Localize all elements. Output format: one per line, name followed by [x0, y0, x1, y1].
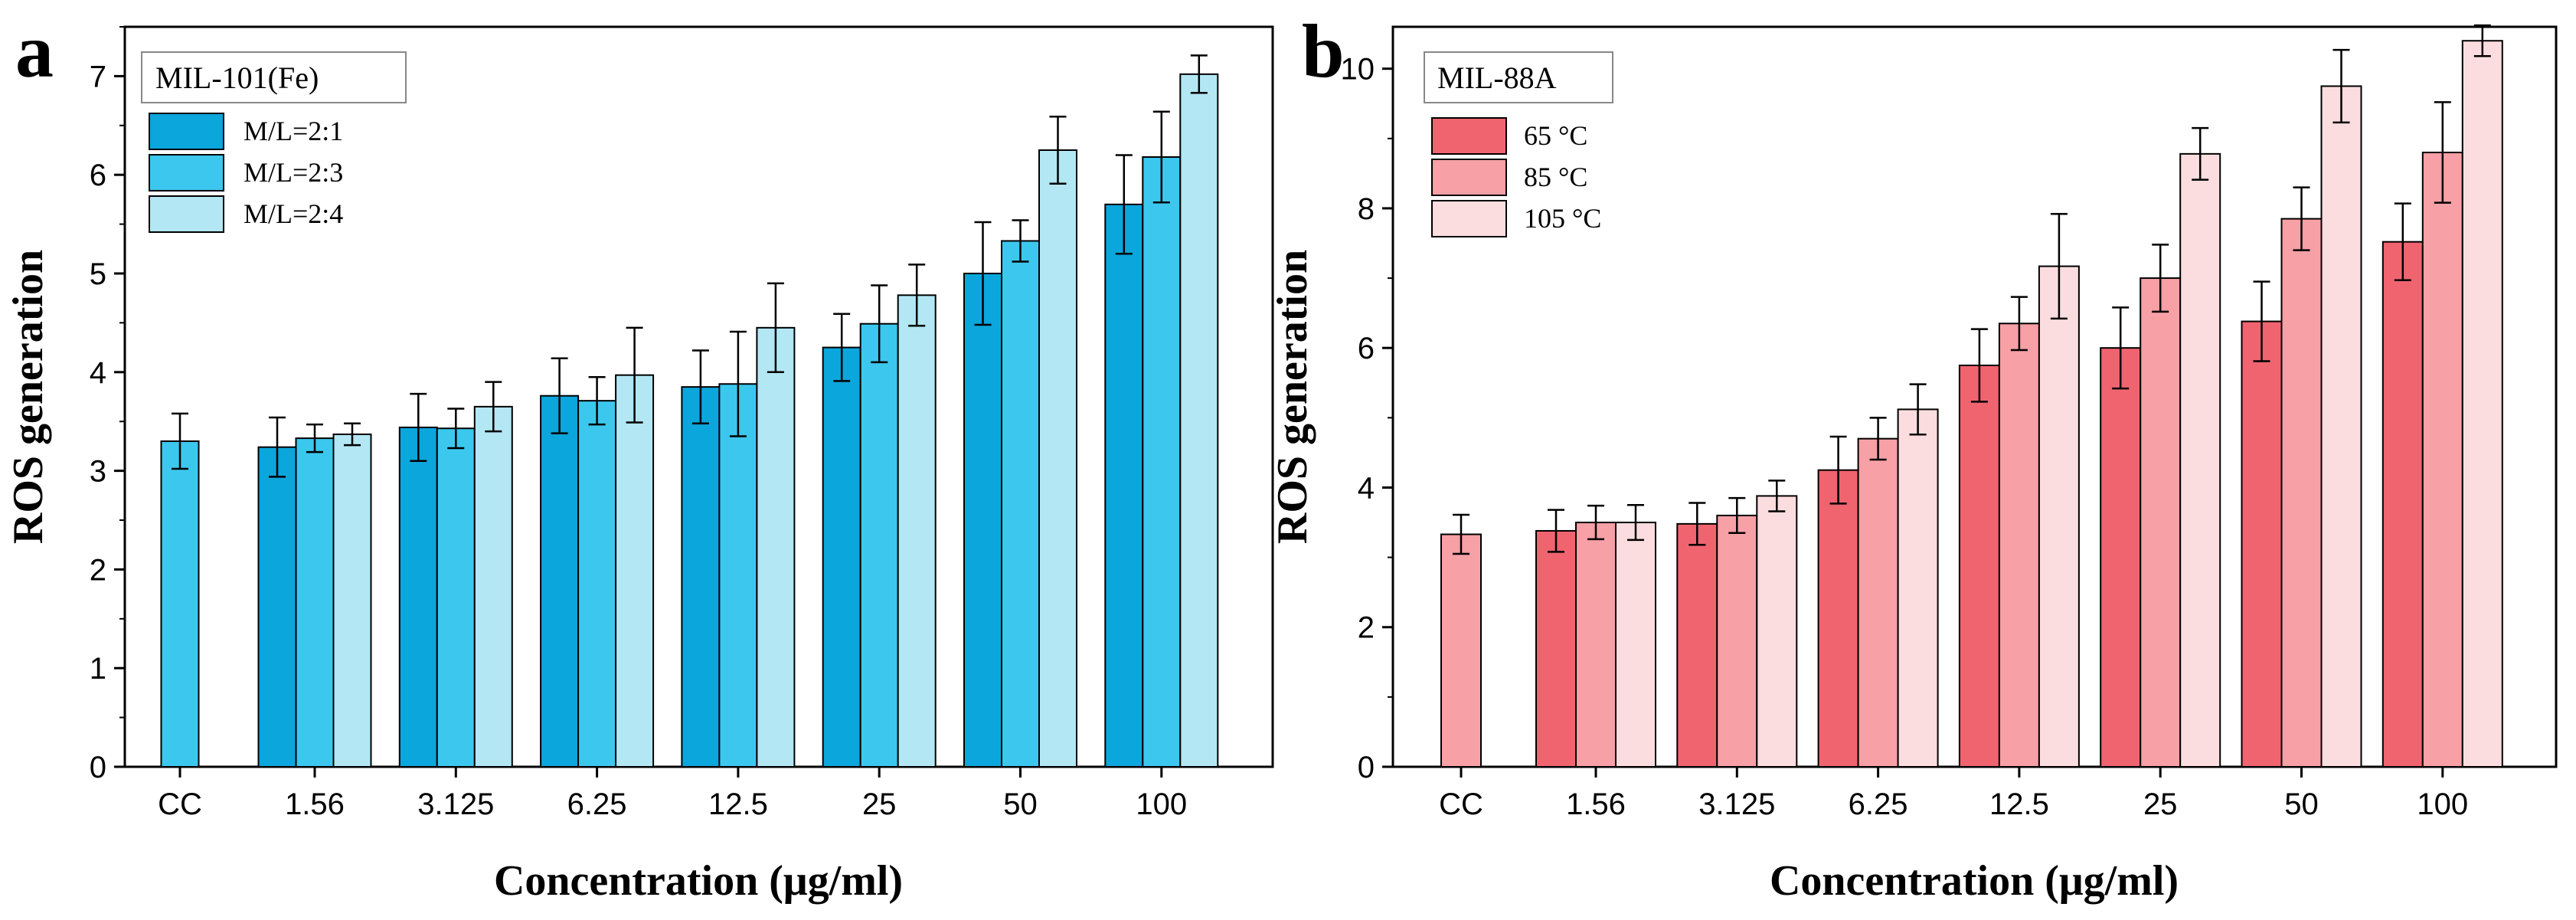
x-tick-label: 1.56: [1566, 787, 1626, 821]
legend-swatch: [1431, 200, 1507, 237]
bar-m-l-2-1: [822, 346, 861, 768]
bar-m-l-2-3: [1001, 240, 1040, 768]
legend-title: MIL-101(Fe): [155, 61, 319, 95]
y-tick-label: 6: [90, 159, 106, 192]
legend-label: 105 °C: [1524, 203, 1601, 234]
x-tick-label: 50: [1003, 787, 1038, 821]
panel-b-chart: b 0 2 4 6 8 10 CC 1.56 3.125 6.25 12.5 25 50 100 MIL-8…: [1269, 8, 2558, 905]
x-tick-label: 25: [2143, 787, 2178, 821]
bar-85-c: [2140, 277, 2182, 768]
bar-m-l-2-4: [756, 326, 796, 768]
y-tick-label: 3: [90, 455, 106, 489]
legend-title: MIL-88A: [1437, 61, 1557, 95]
bar-85-c: [1716, 514, 1758, 768]
legend-swatch: [149, 195, 224, 233]
bar-m-l-2-4: [615, 374, 655, 768]
y-tick-label: 7: [90, 60, 106, 93]
bar-65-c: [1676, 522, 1718, 768]
bar-65-c: [2241, 320, 2283, 768]
bar-control: [1440, 533, 1482, 768]
bar-m-l-2-4: [1179, 73, 1219, 768]
panel-a-letter: a: [15, 8, 54, 93]
bar-85-c: [2280, 218, 2323, 768]
x-tick-label: 3.125: [417, 787, 494, 821]
x-tick-label: 1.56: [285, 787, 345, 821]
x-tick-label: CC: [158, 787, 202, 821]
bar-m-l-2-1: [681, 386, 721, 768]
bar-105-c: [2038, 265, 2080, 768]
bar-m-l-2-4: [332, 433, 372, 768]
bar-65-c: [1535, 529, 1577, 768]
legend-label: 65 °C: [1524, 120, 1587, 151]
y-tick-label: 1: [90, 652, 106, 686]
bar-m-l-2-1: [257, 446, 297, 768]
x-tick-label: 12.5: [1989, 787, 2049, 821]
panel-a-chart: a 0 1 2 3 4 5 6 7 CC 1.56 3.125 6.25 12.5 25 50 100 MIL-…: [5, 8, 1274, 905]
bar-m-l-2-3: [859, 322, 899, 768]
x-tick-label: 6.25: [1849, 787, 1908, 821]
y-tick-label: 10: [1341, 53, 1375, 87]
bar-65-c: [1817, 469, 1859, 768]
bar-85-c: [1575, 522, 1617, 768]
legend-title-box: [1424, 51, 1613, 103]
y-tick-label: 5: [90, 257, 106, 291]
panel-b-letter: b: [1302, 8, 1345, 93]
legend-swatch: [149, 113, 224, 150]
bar-65-c: [1958, 364, 2000, 768]
legend-label: M/L=2:3: [244, 157, 343, 188]
bar-m-l-2-3: [577, 400, 617, 768]
x-tick-label: 6.25: [567, 787, 627, 821]
bar-m-l-2-3: [718, 383, 758, 768]
x-tick-label: 100: [2417, 787, 2468, 821]
x-tick-label: 12.5: [708, 787, 768, 821]
bar-85-c: [1998, 322, 2040, 768]
x-tick-label: CC: [1439, 787, 1483, 821]
y-tick-label: 4: [1358, 471, 1375, 505]
x-tick-label: 3.125: [1698, 787, 1775, 821]
y-tick-label: 0: [1358, 751, 1375, 784]
legend-swatch: [149, 154, 224, 192]
bar-m-l-2-1: [1104, 203, 1144, 768]
legend-label: M/L=2:4: [244, 198, 343, 229]
y-tick-label: 4: [90, 356, 106, 390]
bar-control: [160, 440, 200, 768]
bar-m-l-2-4: [473, 405, 513, 768]
bar-65-c: [2100, 347, 2142, 768]
x-axis-title: Concentration (μg/ml): [1770, 857, 2179, 905]
y-axis-title: ROS generation: [5, 250, 52, 544]
legend-title-box: [141, 51, 407, 103]
bar-65-c: [2381, 241, 2424, 768]
x-tick-label: 100: [1136, 787, 1187, 821]
legend-swatch: [1431, 117, 1507, 155]
bar-m-l-2-4: [897, 294, 937, 768]
bar-m-l-2-3: [295, 437, 335, 768]
bar-105-c: [1756, 495, 1798, 768]
bar-105-c: [2461, 40, 2503, 768]
bar-m-l-2-1: [398, 426, 438, 768]
y-tick-label: 2: [1358, 611, 1375, 645]
bar-m-l-2-3: [1142, 156, 1182, 768]
y-tick-label: 0: [90, 751, 106, 784]
bar-105-c: [2320, 85, 2362, 768]
y-axis-title: ROS generation: [1269, 250, 1316, 544]
y-tick-label: 2: [90, 553, 106, 587]
legend-swatch: [1431, 159, 1507, 196]
legend-label: 85 °C: [1524, 162, 1587, 192]
bar-m-l-2-1: [963, 273, 1002, 768]
bar-105-c: [2179, 152, 2221, 768]
bar-85-c: [2421, 152, 2463, 768]
bar-m-l-2-3: [436, 427, 476, 768]
x-axis-title: Concentration (μg/ml): [494, 857, 903, 905]
bar-85-c: [1857, 437, 1899, 768]
legend-label: M/L=2:1: [244, 116, 343, 146]
bar-m-l-2-1: [540, 395, 580, 768]
bar-105-c: [1897, 408, 1939, 768]
bar-m-l-2-4: [1038, 149, 1077, 768]
y-tick-label: 6: [1358, 332, 1375, 365]
y-tick-label: 8: [1358, 192, 1375, 226]
x-tick-label: 25: [862, 787, 897, 821]
bar-105-c: [1615, 522, 1656, 768]
x-tick-label: 50: [2284, 787, 2319, 821]
